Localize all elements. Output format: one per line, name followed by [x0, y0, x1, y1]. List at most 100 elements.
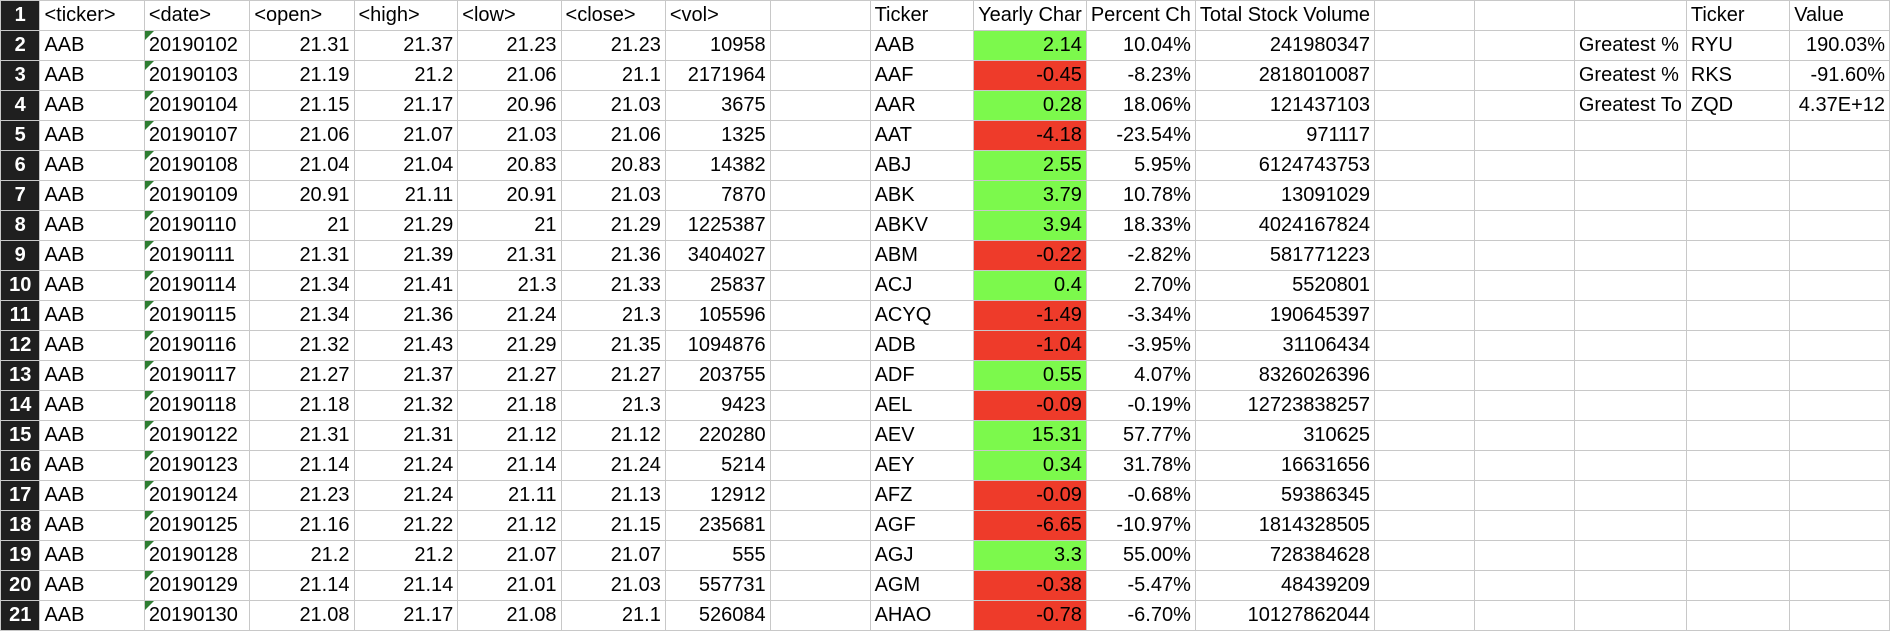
greatest-ticker-cell[interactable]: [1685, 510, 1791, 541]
ticker-cell[interactable]: AAB: [39, 390, 145, 421]
row-number[interactable]: 6: [0, 150, 41, 181]
greatest-value-cell[interactable]: [1789, 450, 1890, 481]
total-volume-cell[interactable]: 48439209: [1194, 570, 1375, 601]
high-cell[interactable]: 21.2: [353, 540, 459, 571]
percent-change-cell[interactable]: -0.68%: [1085, 480, 1196, 511]
empty-cell[interactable]: [769, 330, 871, 361]
yearly-change-cell[interactable]: 2.55: [973, 150, 1087, 181]
low-cell[interactable]: 21.18: [457, 390, 562, 421]
date-cell[interactable]: 20190117: [143, 360, 251, 391]
yearly-change-cell[interactable]: -0.78: [973, 600, 1087, 631]
empty-cell[interactable]: [769, 420, 871, 451]
greatest-ticker-cell[interactable]: [1685, 360, 1791, 391]
greatest-value-cell[interactable]: [1789, 120, 1890, 151]
total-volume-cell[interactable]: 310625: [1194, 420, 1375, 451]
percent-change-cell[interactable]: 57.77%: [1085, 420, 1196, 451]
summary-ticker-cell[interactable]: ACYQ: [869, 300, 975, 331]
greatest-header-ticker[interactable]: Ticker: [1685, 0, 1791, 31]
empty-cell[interactable]: [1373, 420, 1475, 451]
empty-cell[interactable]: [1473, 180, 1575, 211]
high-cell[interactable]: 21.24: [353, 450, 459, 481]
empty-cell[interactable]: [1373, 300, 1475, 331]
greatest-value-cell[interactable]: 190.03%: [1789, 30, 1890, 61]
empty-cell[interactable]: [1573, 0, 1687, 31]
row-number[interactable]: 5: [0, 120, 41, 151]
empty-cell[interactable]: [1373, 480, 1475, 511]
summary-ticker-cell[interactable]: ACJ: [869, 270, 975, 301]
empty-cell[interactable]: [769, 180, 871, 211]
low-cell[interactable]: 21.11: [457, 480, 562, 511]
empty-cell[interactable]: [769, 150, 871, 181]
empty-cell[interactable]: [769, 570, 871, 601]
open-cell[interactable]: 21: [249, 210, 355, 241]
date-cell[interactable]: 20190110: [143, 210, 251, 241]
date-cell[interactable]: 20190116: [143, 330, 251, 361]
yearly-change-cell[interactable]: -6.65: [973, 510, 1087, 541]
percent-change-cell[interactable]: -6.70%: [1085, 600, 1196, 631]
high-cell[interactable]: 21.29: [353, 210, 459, 241]
greatest-value-cell[interactable]: [1789, 270, 1890, 301]
greatest-label-cell[interactable]: [1573, 600, 1687, 631]
greatest-label-cell[interactable]: [1573, 570, 1687, 601]
total-volume-cell[interactable]: 2818010087: [1194, 60, 1375, 91]
percent-change-cell[interactable]: 2.70%: [1085, 270, 1196, 301]
date-cell[interactable]: 20190109: [143, 180, 251, 211]
total-volume-cell[interactable]: 8326026396: [1194, 360, 1375, 391]
greatest-value-cell[interactable]: [1789, 360, 1890, 391]
close-cell[interactable]: 21.03: [560, 180, 666, 211]
empty-cell[interactable]: [1373, 540, 1475, 571]
percent-change-cell[interactable]: 4.07%: [1085, 360, 1196, 391]
vol-cell[interactable]: 9423: [664, 390, 771, 421]
greatest-label-cell[interactable]: Greatest %: [1573, 60, 1687, 91]
ticker-cell[interactable]: AAB: [39, 570, 145, 601]
date-cell[interactable]: 20190124: [143, 480, 251, 511]
yearly-change-cell[interactable]: -4.18: [973, 120, 1087, 151]
greatest-value-cell[interactable]: [1789, 420, 1890, 451]
greatest-ticker-cell[interactable]: [1685, 420, 1791, 451]
empty-cell[interactable]: [1473, 570, 1575, 601]
open-cell[interactable]: 21.14: [249, 570, 355, 601]
high-cell[interactable]: 21.31: [353, 420, 459, 451]
low-cell[interactable]: 21.24: [457, 300, 562, 331]
row-number[interactable]: 9: [0, 240, 41, 271]
summary-ticker-cell[interactable]: ADB: [869, 330, 975, 361]
greatest-ticker-cell[interactable]: [1685, 150, 1791, 181]
date-cell[interactable]: 20190129: [143, 570, 251, 601]
empty-cell[interactable]: [1373, 90, 1475, 121]
row-number[interactable]: 12: [0, 330, 41, 361]
empty-cell[interactable]: [1473, 360, 1575, 391]
row-number[interactable]: 21: [0, 600, 41, 631]
ticker-cell[interactable]: AAB: [39, 330, 145, 361]
open-cell[interactable]: 21.15: [249, 90, 355, 121]
yearly-change-cell[interactable]: 0.55: [973, 360, 1087, 391]
open-cell[interactable]: 21.31: [249, 240, 355, 271]
percent-change-cell[interactable]: -3.34%: [1085, 300, 1196, 331]
greatest-label-cell[interactable]: [1573, 240, 1687, 271]
open-cell[interactable]: 21.34: [249, 300, 355, 331]
open-cell[interactable]: 21.14: [249, 450, 355, 481]
summary-ticker-cell[interactable]: ABKV: [869, 210, 975, 241]
percent-change-cell[interactable]: -5.47%: [1085, 570, 1196, 601]
summary-ticker-cell[interactable]: AGM: [869, 570, 975, 601]
empty-cell[interactable]: [1373, 30, 1475, 61]
close-cell[interactable]: 21.29: [560, 210, 666, 241]
greatest-label-cell[interactable]: [1573, 150, 1687, 181]
low-cell[interactable]: 21.29: [457, 330, 562, 361]
summary-ticker-cell[interactable]: AFZ: [869, 480, 975, 511]
greatest-label-cell[interactable]: [1573, 480, 1687, 511]
greatest-value-cell[interactable]: -91.60%: [1789, 60, 1890, 91]
yearly-change-cell[interactable]: 3.94: [973, 210, 1087, 241]
yearly-change-cell[interactable]: -0.09: [973, 390, 1087, 421]
low-cell[interactable]: 21.01: [457, 570, 562, 601]
yearly-change-cell[interactable]: -1.49: [973, 300, 1087, 331]
low-cell[interactable]: 21.23: [457, 30, 562, 61]
ticker-cell[interactable]: AAB: [39, 240, 145, 271]
date-cell[interactable]: 20190128: [143, 540, 251, 571]
total-volume-cell[interactable]: 5520801: [1194, 270, 1375, 301]
date-cell[interactable]: 20190111: [143, 240, 251, 271]
greatest-value-cell[interactable]: [1789, 330, 1890, 361]
empty-cell[interactable]: [1473, 510, 1575, 541]
percent-change-cell[interactable]: 5.95%: [1085, 150, 1196, 181]
high-cell[interactable]: 21.14: [353, 570, 459, 601]
high-cell[interactable]: 21.37: [353, 360, 459, 391]
